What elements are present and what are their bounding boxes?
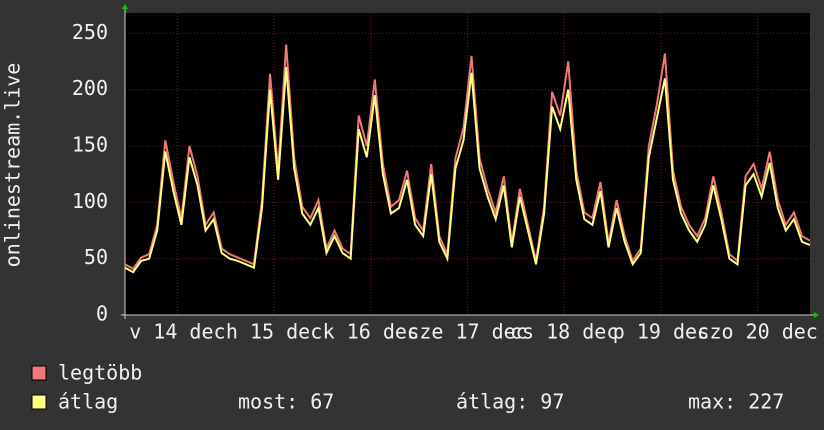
stat-text: átlag: 97: [456, 390, 564, 414]
y-tick-label: 50: [84, 245, 108, 269]
legend-swatch: [31, 365, 47, 381]
x-tick-label: k 16 dec: [323, 320, 419, 344]
legend-swatch: [31, 394, 47, 410]
stat-text: most: 67: [238, 390, 334, 414]
y-tick-label: 100: [72, 189, 108, 213]
x-tick-label: h 15 dec: [226, 320, 322, 344]
x-tick-label: v 14 dec: [129, 320, 225, 344]
axis-arrow: [122, 4, 128, 9]
axis-arrow: [814, 312, 819, 318]
y-tick-label: 150: [72, 132, 108, 156]
stat-text: max: 227: [688, 390, 784, 414]
x-tick-label: p 19 dec: [613, 320, 709, 344]
y-tick-label: 250: [72, 20, 108, 44]
data-line: [124, 44, 811, 271]
x-tick-label: szo 20 dec: [697, 320, 817, 344]
legend-label: átlag: [58, 390, 118, 414]
y-axis-label: onlinestream.live: [1, 63, 25, 268]
y-tick-label: 0: [96, 302, 108, 326]
x-tick-label: sze 17 dec: [407, 320, 527, 344]
legend-label: legtöbb: [58, 361, 142, 385]
x-tick-label: cs 18 dec: [510, 320, 618, 344]
data-line: [124, 67, 811, 274]
y-tick-label: 200: [72, 76, 108, 100]
